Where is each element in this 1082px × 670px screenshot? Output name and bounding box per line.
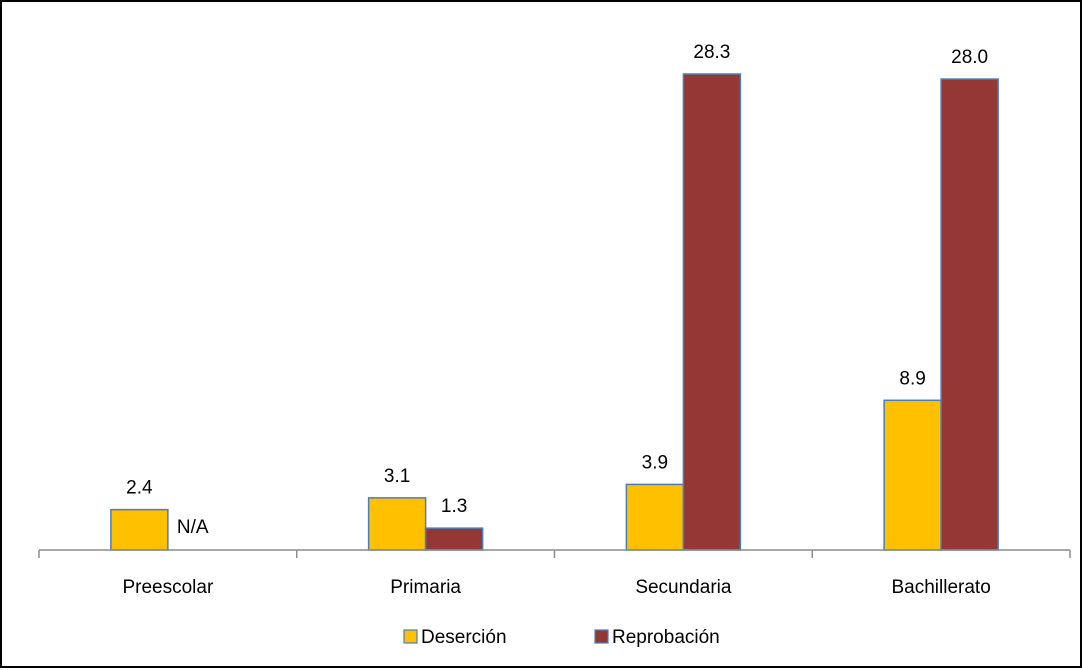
data-label-reprobacion-preescolar: N/A bbox=[177, 517, 209, 538]
category-label-secundaria: Secundaria bbox=[635, 577, 732, 598]
legend-swatch-reprobacion bbox=[594, 629, 609, 644]
data-label-desercion-primaria: 3.1 bbox=[384, 466, 410, 487]
data-label-desercion-preescolar: 2.4 bbox=[126, 478, 153, 499]
data-label-desercion-bachillerato: 8.9 bbox=[899, 368, 925, 389]
category-label-bachillerato: Bachillerato bbox=[891, 577, 990, 598]
data-label-desercion-secundaria: 3.9 bbox=[642, 452, 668, 473]
category-label-preescolar: Preescolar bbox=[122, 577, 213, 598]
legend: Deserción Reprobación bbox=[403, 627, 720, 648]
bar-reprobacion-primaria bbox=[424, 527, 484, 551]
bar-reprobacion-secundaria bbox=[682, 73, 742, 551]
bar-desercion-primaria bbox=[367, 497, 427, 551]
data-label-reprobacion-bachillerato: 28.0 bbox=[951, 47, 988, 68]
data-label-reprobacion-primaria: 1.3 bbox=[441, 496, 467, 517]
legend-label-desercion: Deserción bbox=[421, 627, 507, 648]
bar-reprobacion-bachillerato bbox=[940, 78, 999, 551]
category-label-primaria: Primaria bbox=[390, 577, 461, 598]
bar-desercion-bachillerato bbox=[883, 399, 942, 551]
bar-desercion-secundaria bbox=[625, 483, 685, 551]
legend-swatch-desercion bbox=[403, 629, 418, 644]
bar-desercion-preescolar bbox=[110, 508, 169, 551]
legend-label-reprobacion: Reprobación bbox=[612, 627, 720, 648]
data-label-reprobacion-secundaria: 28.3 bbox=[693, 42, 730, 63]
